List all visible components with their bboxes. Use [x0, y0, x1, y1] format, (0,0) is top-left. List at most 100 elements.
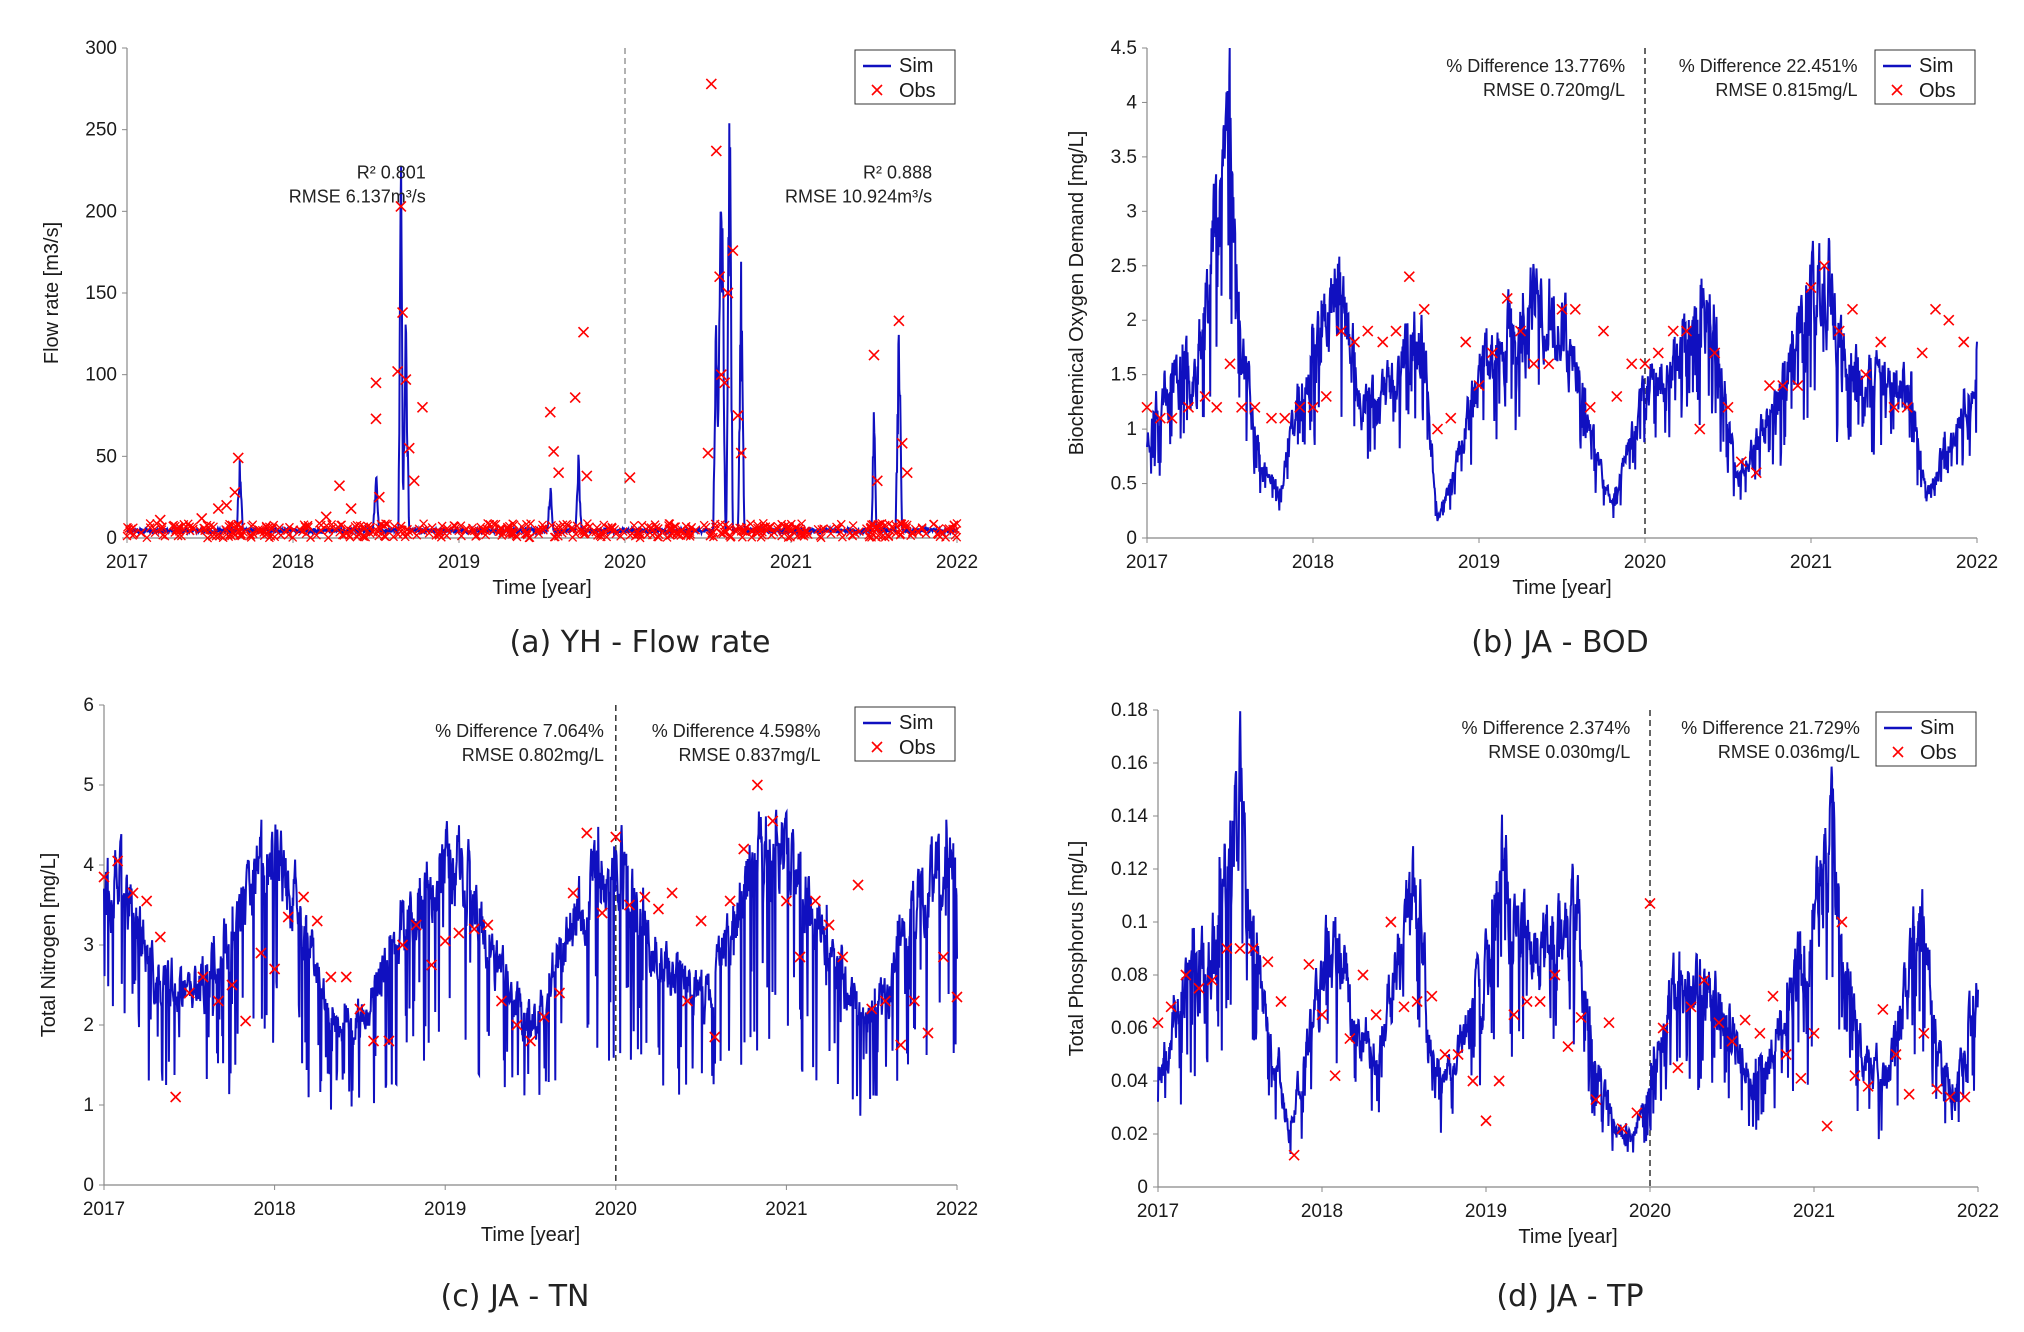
- obs-point: [895, 526, 905, 536]
- y-tick-label: 3: [1126, 201, 1137, 222]
- obs-point: [577, 527, 587, 537]
- obs-point: [797, 519, 807, 529]
- obs-point: [1514, 325, 1527, 337]
- obs-point: [1958, 336, 1970, 348]
- obs-point: [952, 532, 962, 542]
- y-tick-label: 1: [1126, 419, 1137, 440]
- obs-point: [1221, 942, 1233, 955]
- obs-point: [389, 521, 399, 531]
- stat-line-1: % Difference 7.064%: [435, 721, 604, 741]
- obs-point: [1211, 401, 1223, 413]
- y-axis-label: Biochemical Oxygen Demand [mg/L]: [1066, 131, 1088, 456]
- x-tick-label: 2022: [1956, 552, 1998, 573]
- obs-point: [354, 1003, 366, 1015]
- obs-point: [229, 486, 241, 498]
- stat-line-1: % Difference 13.776%: [1446, 56, 1625, 76]
- obs-point: [295, 525, 305, 535]
- obs-point: [1528, 358, 1540, 370]
- obs-point: [1777, 379, 1789, 392]
- x-tick-label: 2018: [253, 1199, 295, 1220]
- obs-point: [917, 524, 927, 534]
- x-tick-label: 2017: [83, 1199, 125, 1220]
- sim-series-line: [1157, 711, 1979, 1155]
- obs-point: [1141, 401, 1153, 413]
- obs-point: [724, 895, 736, 907]
- obs-point: [907, 529, 917, 538]
- obs-point: [481, 530, 491, 540]
- legend-obs-label: Obs: [1919, 80, 1956, 102]
- obs-point: [1750, 467, 1762, 479]
- obs-point: [229, 529, 239, 539]
- obs-point: [1193, 982, 1205, 994]
- obs-point: [461, 524, 471, 534]
- obs-point: [1307, 401, 1319, 413]
- y-axis-label: Total Phosphorus [mg/L]: [1066, 841, 1088, 1057]
- obs-point: [1486, 347, 1498, 359]
- obs-point: [1652, 347, 1664, 359]
- obs-point: [735, 447, 747, 459]
- x-tick-label: 2020: [595, 1199, 637, 1220]
- obs-point: [327, 523, 337, 533]
- obs-point: [767, 815, 779, 827]
- obs-point: [866, 1003, 878, 1015]
- obs-point: [1709, 347, 1721, 359]
- obs-point: [796, 526, 806, 536]
- y-axis-label: Total Nitrogen [mg/L]: [38, 853, 60, 1038]
- obs-point: [596, 532, 606, 542]
- y-tick-label: 0.04: [1111, 1071, 1148, 1092]
- obs-point: [607, 523, 617, 533]
- stat-line-2: RMSE 0.815mg/L: [1715, 80, 1857, 100]
- obs-point: [1390, 325, 1402, 337]
- y-tick-label: 1.5: [1111, 365, 1137, 386]
- obs-point: [677, 525, 687, 535]
- obs-point: [270, 532, 280, 542]
- obs-point: [544, 406, 556, 418]
- obs-point: [1818, 260, 1830, 272]
- y-tick-label: 0.14: [1111, 806, 1148, 827]
- legend: Sim Obs: [1874, 49, 1976, 105]
- obs-series: [98, 779, 963, 1103]
- obs-point: [1335, 325, 1347, 337]
- obs-point: [864, 532, 874, 542]
- obs-point: [1846, 303, 1859, 315]
- obs-point: [221, 499, 233, 511]
- obs-point: [537, 524, 547, 534]
- obs-point: [673, 530, 683, 540]
- obs-point: [921, 529, 931, 539]
- obs-point: [900, 519, 910, 529]
- obs-point: [403, 442, 415, 454]
- obs-point: [303, 522, 313, 532]
- obs-point: [836, 527, 846, 537]
- legend-box: [854, 49, 956, 105]
- obs-point: [610, 831, 622, 843]
- obs-point: [534, 529, 544, 539]
- obs-point: [1234, 942, 1246, 955]
- obs-point: [1959, 1091, 1971, 1103]
- y-tick-label: 2: [83, 1015, 94, 1036]
- obs-point: [901, 467, 913, 479]
- obs-point: [1726, 1035, 1738, 1047]
- obs-point: [1403, 271, 1415, 283]
- obs-point: [497, 531, 507, 540]
- obs-point: [495, 995, 508, 1007]
- obs-point: [349, 525, 359, 535]
- obs-point: [200, 526, 210, 536]
- obs-point: [456, 531, 466, 541]
- obs-point: [1357, 969, 1369, 981]
- obs-point: [212, 995, 224, 1007]
- obs-point: [1249, 401, 1261, 413]
- obs-point: [224, 532, 234, 542]
- obs-point: [547, 520, 557, 530]
- obs-point: [942, 524, 952, 534]
- obs-point: [951, 991, 963, 1003]
- obs-point: [709, 1031, 721, 1043]
- stat-line-1: % Difference 4.598%: [652, 721, 821, 741]
- obs-point: [400, 374, 412, 386]
- obs-point: [780, 895, 792, 907]
- obs-point: [1569, 303, 1581, 315]
- obs-point: [239, 527, 249, 537]
- obs-point: [652, 903, 665, 915]
- obs-point: [152, 519, 162, 528]
- obs-point: [212, 530, 222, 540]
- obs-point: [877, 532, 887, 541]
